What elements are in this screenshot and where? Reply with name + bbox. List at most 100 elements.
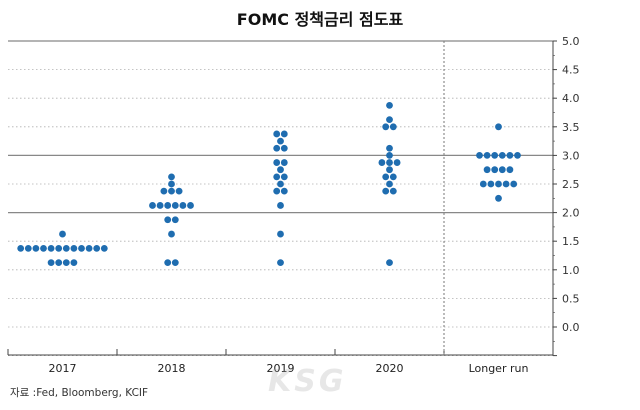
dot-marker	[386, 152, 393, 159]
dot-marker	[273, 130, 281, 138]
dot-marker	[47, 259, 55, 267]
dot-marker	[386, 101, 393, 109]
dot-marker	[93, 244, 101, 252]
dot-marker	[17, 244, 25, 252]
dot-marker	[149, 202, 156, 209]
dot-marker	[156, 202, 164, 209]
dot-marker	[514, 152, 521, 159]
x-tick-label: 2018	[158, 362, 186, 375]
dot-marker	[498, 152, 506, 159]
dot-marker	[100, 244, 108, 252]
dot-marker	[70, 259, 78, 267]
dot-marker	[179, 202, 187, 209]
dot-marker	[479, 180, 487, 188]
dot-marker	[382, 173, 390, 181]
y-tick-label: 1.0	[562, 264, 580, 277]
dot-marker	[70, 244, 78, 252]
dot-marker	[187, 202, 194, 209]
dot-marker	[382, 187, 390, 195]
dot-marker	[386, 159, 393, 166]
dot-marker	[277, 137, 284, 145]
dot-marker	[168, 173, 175, 181]
dot-marker	[510, 180, 518, 188]
dot-marker	[502, 180, 510, 188]
dot-marker	[378, 159, 386, 166]
dot-marker	[273, 173, 281, 181]
dot-marker	[78, 244, 85, 252]
y-tick-label: 5.0	[562, 35, 580, 48]
x-tick-label: 2019	[267, 362, 295, 375]
dot-marker	[164, 216, 172, 224]
dot-marker	[85, 244, 93, 252]
dot-marker	[393, 159, 401, 166]
y-tick-label: 3.0	[562, 149, 580, 162]
dot-marker	[483, 152, 491, 159]
dot-marker	[280, 159, 288, 166]
dot-marker	[389, 173, 397, 181]
dot-marker	[164, 202, 172, 209]
dot-marker	[168, 230, 175, 238]
dot-marker	[55, 244, 63, 252]
source-note: 자료 :Fed, Bloomberg, KCIF	[10, 387, 149, 399]
dot-marker	[24, 244, 32, 252]
dot-marker	[273, 144, 281, 152]
y-tick-label: 0.5	[562, 292, 580, 305]
y-tick-label: 4.5	[562, 64, 580, 77]
dot-marker	[506, 166, 514, 174]
dot-marker	[491, 166, 499, 174]
dot-marker	[386, 144, 393, 152]
dot-marker	[168, 187, 175, 195]
dot-marker	[389, 187, 397, 195]
dot-marker	[506, 152, 514, 159]
y-tick-label: 0.0	[562, 321, 580, 334]
dot-marker	[171, 259, 179, 267]
dot-marker	[160, 187, 168, 195]
dot-marker	[277, 230, 284, 238]
dot-marker	[280, 144, 288, 152]
dot-marker	[386, 166, 393, 174]
dot-marker	[273, 159, 281, 166]
watermark-logo: KSG	[268, 364, 347, 399]
y-tick-label: 2.0	[562, 207, 580, 220]
dot-marker	[277, 180, 284, 188]
dot-marker	[386, 259, 393, 267]
dot-marker	[280, 187, 288, 195]
y-tick-label: 3.5	[562, 121, 580, 134]
dot-marker	[498, 166, 506, 174]
dot-marker	[386, 116, 393, 124]
dot-marker	[168, 180, 175, 188]
dot-marker	[40, 244, 47, 252]
y-tick-label: 4.0	[562, 92, 580, 105]
dot-marker	[495, 123, 502, 131]
x-tick-label: 2020	[376, 362, 404, 375]
dot-marker	[171, 202, 179, 209]
dot-marker	[280, 173, 288, 181]
dot-marker	[386, 180, 393, 188]
dot-marker	[491, 152, 499, 159]
dot-marker	[62, 259, 70, 267]
dot-marker	[487, 180, 495, 188]
dot-marker	[62, 244, 70, 252]
dot-marker	[495, 194, 502, 202]
x-tick-label: Longer run	[469, 362, 529, 375]
dot-marker	[382, 123, 390, 131]
dot-marker	[277, 259, 284, 267]
dot-marker	[277, 166, 284, 174]
dot-marker	[476, 152, 483, 159]
dot-marker	[495, 180, 502, 188]
dot-marker	[483, 166, 491, 174]
dot-marker	[59, 230, 66, 238]
chart-title: FOMC 정책금리 점도표	[236, 10, 404, 29]
dot-marker	[280, 130, 288, 138]
y-tick-label: 2.5	[562, 178, 580, 191]
x-tick-label: 2017	[49, 362, 77, 375]
dot-marker	[47, 244, 55, 252]
dot-marker	[273, 187, 281, 195]
y-tick-label: 1.5	[562, 235, 580, 248]
dot-marker	[164, 259, 172, 267]
dot-marker	[277, 202, 284, 209]
dot-marker	[175, 187, 183, 195]
dot-marker	[171, 216, 179, 224]
dot-marker	[32, 244, 40, 252]
